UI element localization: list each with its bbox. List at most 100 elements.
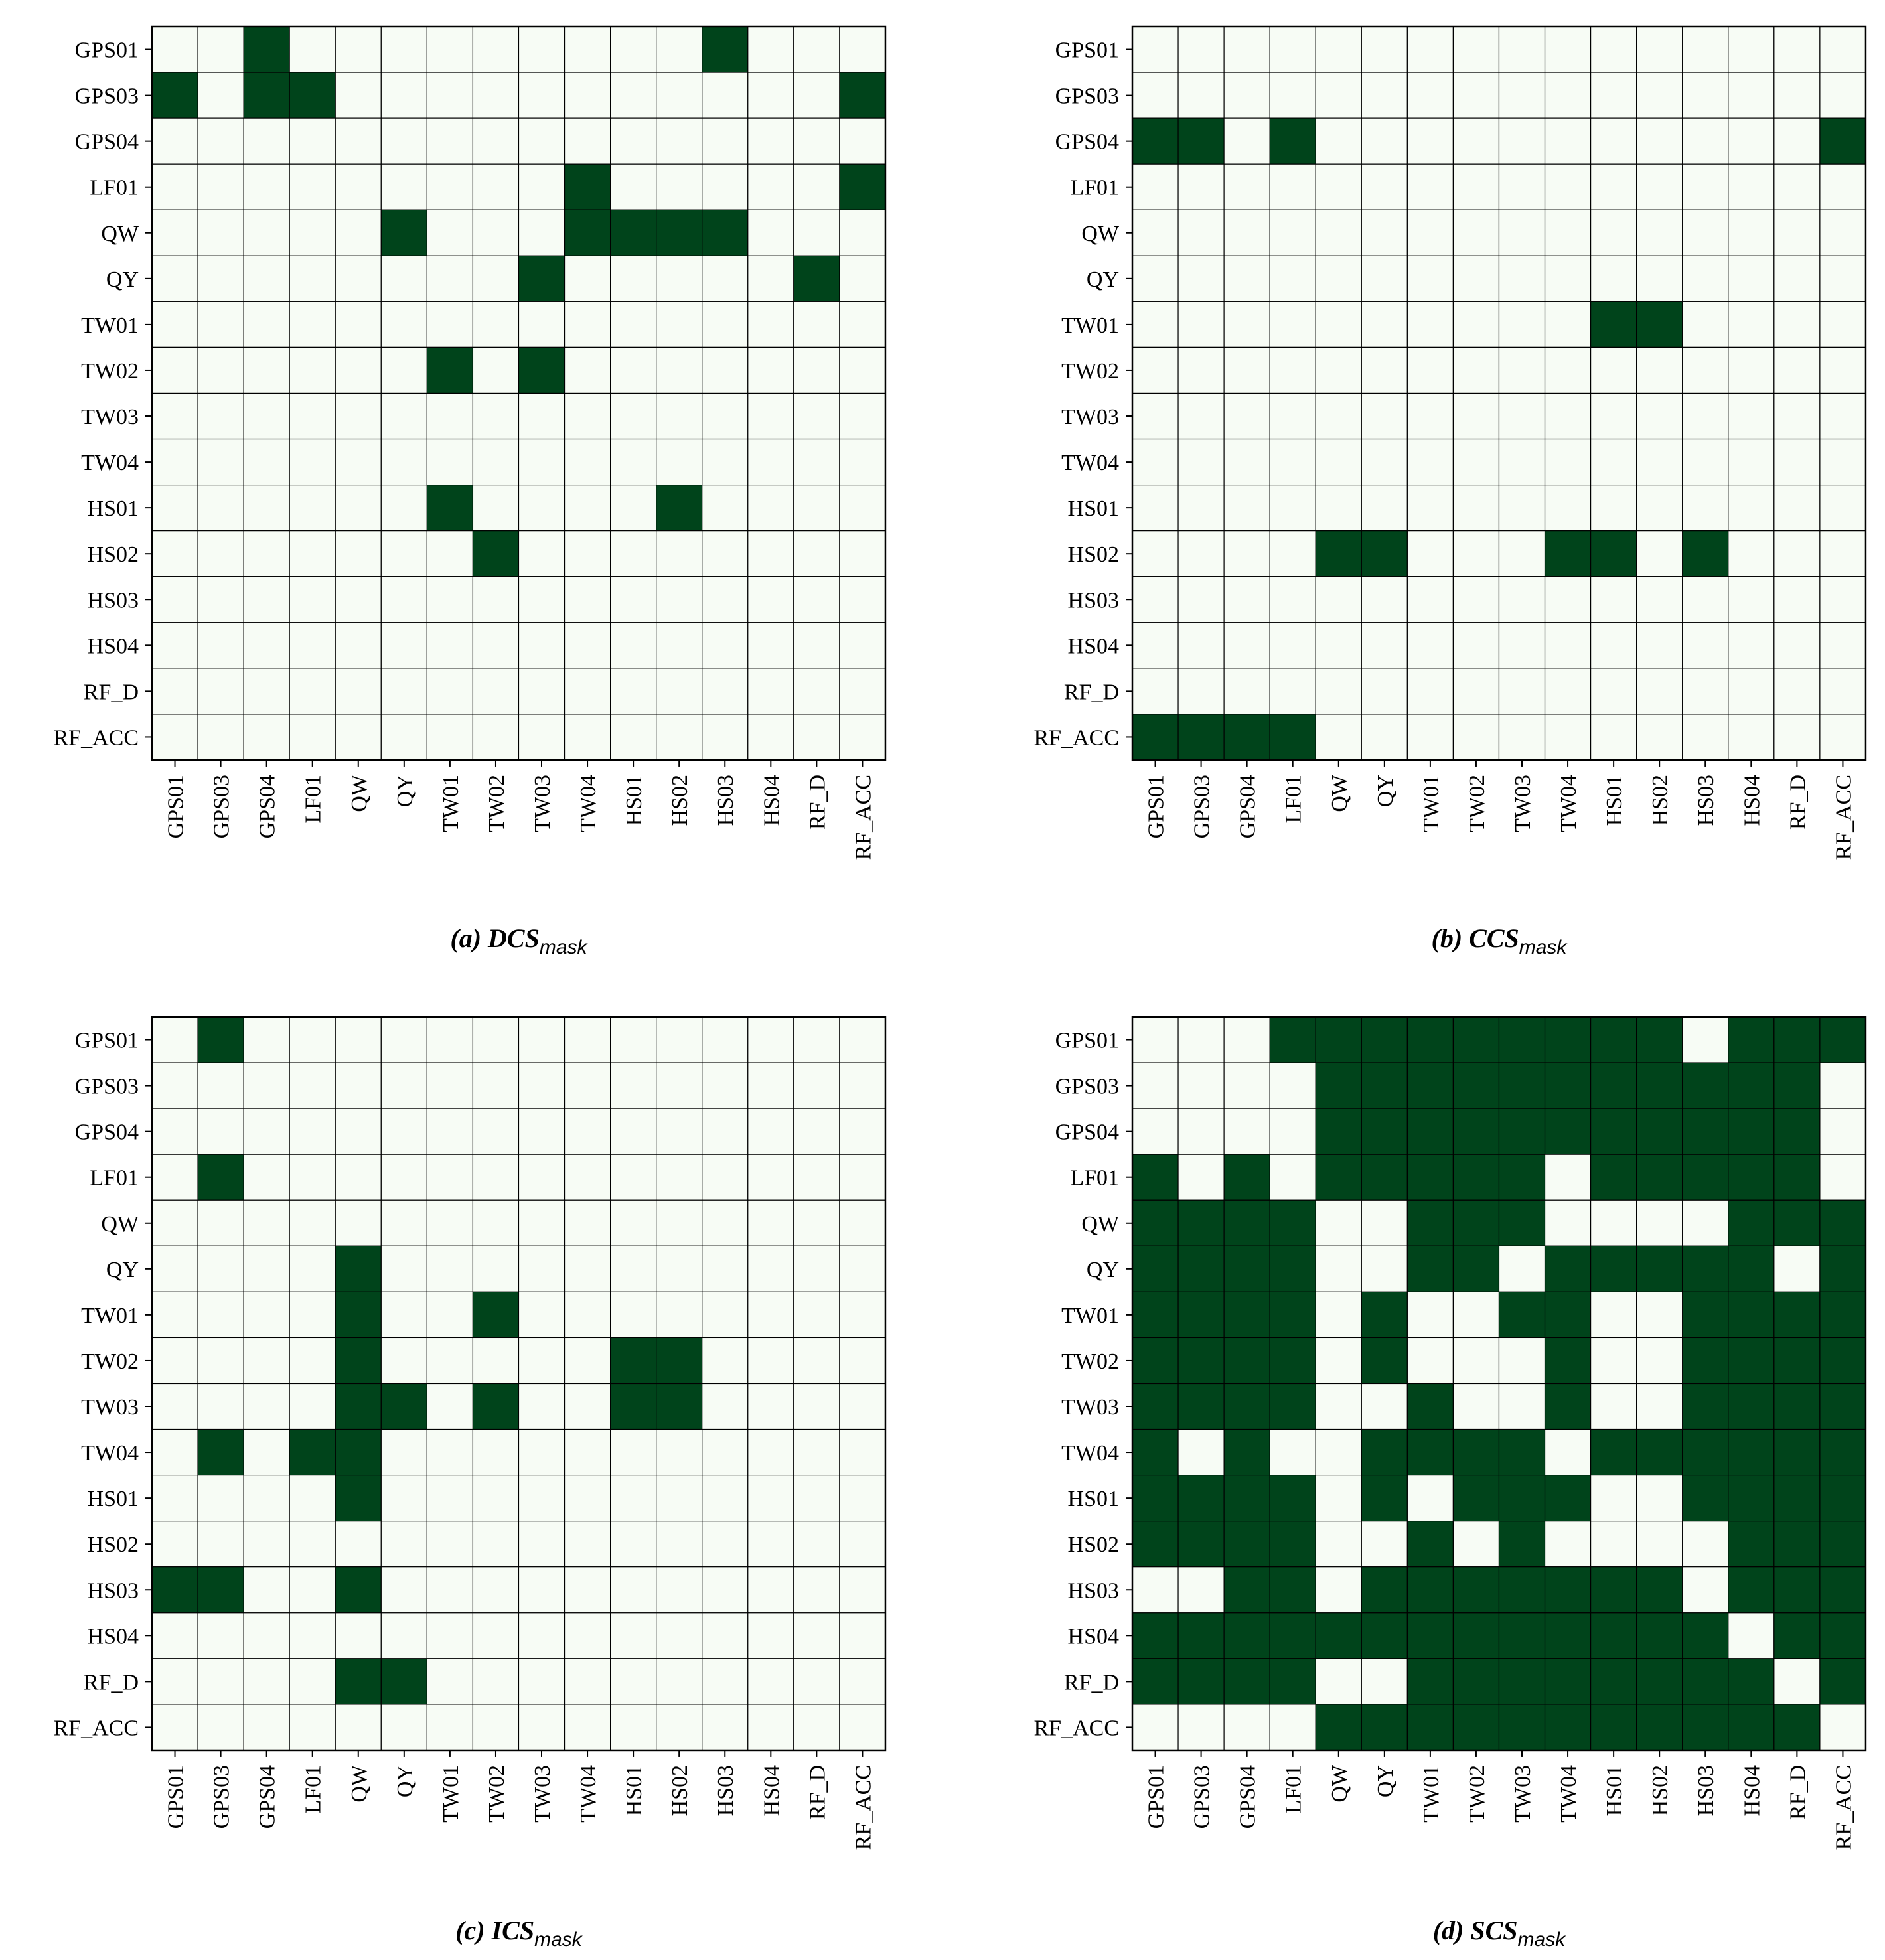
heatmap-cell-RF_ACC-TW01 <box>426 714 474 761</box>
heatmap-cell-RF_D-QY <box>380 1658 427 1705</box>
heatmap-cell-HS04-HS04 <box>747 1612 794 1659</box>
heatmap-cell-TW01-HS01 <box>609 1291 657 1339</box>
y-tick-label: HS01 <box>1068 496 1119 521</box>
heatmap-cell-TW02-TW04 <box>1544 1337 1592 1385</box>
heatmap-cell-HS03-RF_ACC <box>839 576 886 623</box>
heatmap-cell-TW01-TW02 <box>472 1291 520 1339</box>
y-tick-label: TW04 <box>81 1441 139 1466</box>
heatmap-cell-GPS04-HS02 <box>1636 1108 1683 1155</box>
heatmap-cell-GPS01-TW01 <box>1406 1016 1454 1063</box>
heatmap-cell-QW-GPS01 <box>1132 209 1179 256</box>
heatmap-cell-TW01-HS03 <box>1682 1291 1729 1339</box>
heatmap-cell-TW04-HS04 <box>747 438 794 486</box>
heatmap-cell-RF_D-TW04 <box>1544 668 1592 715</box>
heatmap-cell-HS01-HS03 <box>1682 1475 1729 1522</box>
heatmap-cell-LF01-HS04 <box>747 163 794 210</box>
heatmap-cell-TW01-GPS01 <box>1132 1291 1179 1339</box>
heatmap-cell-LF01-TW02 <box>472 1154 520 1201</box>
heatmap-cell-GPS01-GPS04 <box>243 1016 290 1063</box>
heatmap-cell-LF01-QW <box>1315 163 1362 210</box>
heatmap-cell-LF01-HS04 <box>747 1154 794 1201</box>
heatmap-cell-GPS03-GPS01 <box>1132 72 1179 119</box>
heatmap-cell-HS04-HS03 <box>1682 1612 1729 1659</box>
heatmap-cell-TW03-GPS04 <box>1223 392 1270 440</box>
heatmap-cell-HS03-HS03 <box>1682 1566 1729 1614</box>
heatmap-cell-HS03-GPS04 <box>243 576 290 623</box>
heatmap-cell-QW-TW01 <box>1406 1199 1454 1246</box>
heatmap-cell-GPS01-RF_ACC <box>1819 26 1866 73</box>
heatmap-cell-HS02-GPS01 <box>151 1521 198 1568</box>
heatmap-cell-QW-TW03 <box>1498 209 1546 256</box>
heatmap-cell-RF_D-RF_D <box>1773 1658 1821 1705</box>
heatmap-cell-TW01-HS02 <box>656 301 703 348</box>
heatmap-cell-GPS03-HS01 <box>1590 1062 1637 1109</box>
heatmap-cell-HS01-QY <box>1361 484 1408 532</box>
heatmap-cell-TW02-HS04 <box>747 346 794 394</box>
heatmap-cell-HS01-TW01 <box>426 484 474 532</box>
heatmap-cell-HS02-HS04 <box>747 530 794 577</box>
heatmap-cell-HS02-RF_ACC <box>1819 530 1866 577</box>
heatmap-cell-TW01-RF_ACC <box>839 301 886 348</box>
heatmap-cell-TW04-TW02 <box>472 438 520 486</box>
x-tick-label: QY <box>1373 775 1398 807</box>
heatmap-cell-LF01-QW <box>335 1154 382 1201</box>
heatmap-cell-RF_D-HS04 <box>747 668 794 715</box>
heatmap-cell-RF_D-GPS04 <box>1223 1658 1270 1705</box>
y-tick-label: RF_D <box>84 1670 139 1695</box>
heatmap-cell-LF01-QY <box>380 163 427 210</box>
heatmap-cell-GPS01-RF_D <box>793 1016 840 1063</box>
heatmap-cell-RF_D-HS02 <box>1636 668 1683 715</box>
heatmap-cell-TW04-GPS04 <box>1223 438 1270 486</box>
heatmap-cell-TW02-TW03 <box>1498 346 1546 394</box>
heatmap-cell-HS02-QY <box>380 530 427 577</box>
heatmap-cell-TW02-LF01 <box>289 346 336 394</box>
heatmap-cell-RF_ACC-HS04 <box>1728 714 1775 761</box>
heatmap-cell-GPS04-HS01 <box>609 117 657 165</box>
heatmap-cell-HS01-HS01 <box>609 1475 657 1522</box>
heatmap-cell-LF01-LF01 <box>289 1154 336 1201</box>
heatmap-cell-HS04-HS03 <box>1682 622 1729 669</box>
y-tick-label: TW01 <box>81 313 139 338</box>
heatmap-cell-QY-RF_ACC <box>839 1245 886 1292</box>
x-tick-label: RF_ACC <box>851 1765 875 1850</box>
heatmap-cell-GPS01-HS02 <box>1636 26 1683 73</box>
heatmap-cell-GPS01-HS03 <box>702 26 749 73</box>
x-axis: GPS01 GPS03 GPS04 LF01 QW QY TW01 TW02 TW03 TW04 H… <box>164 1750 875 1850</box>
heatmap-cell-TW01-QW <box>335 301 382 348</box>
y-tick-label: GPS03 <box>1055 1075 1119 1099</box>
heatmap-cell-HS03-HS01 <box>609 576 657 623</box>
heatmap-cell-TW02-TW04 <box>564 1337 611 1385</box>
heatmap-cell-TW01-TW03 <box>518 1291 566 1339</box>
heatmap-cell-TW03-TW03 <box>518 1383 566 1430</box>
heatmap-cell-LF01-RF_D <box>793 163 840 210</box>
heatmap-cell-LF01-TW02 <box>1452 1154 1500 1201</box>
heatmap-cell-GPS01-TW03 <box>518 26 566 73</box>
heatmap-cell-GPS01-QW <box>1315 1016 1362 1063</box>
heatmap-cell-TW02-LF01 <box>1269 1337 1316 1385</box>
heatmap-cell-TW01-TW04 <box>564 301 611 348</box>
heatmap-cell-HS01-RF_ACC <box>839 1475 886 1522</box>
heatmap-cell-QW-QW <box>335 209 382 256</box>
heatmap-cell-RF_ACC-HS01 <box>1590 1704 1637 1751</box>
heatmap-cell-TW03-TW03 <box>1498 392 1546 440</box>
heatmap-cell-RF_ACC-TW01 <box>1406 1704 1454 1751</box>
heatmap-cell-HS03-TW04 <box>564 576 611 623</box>
y-tick-label: TW03 <box>81 405 139 429</box>
heatmap-cell-GPS04-HS03 <box>1682 117 1729 165</box>
heatmap-cell-QW-LF01 <box>289 209 336 256</box>
heatmap-cell-RF_D-RF_D <box>1773 668 1821 715</box>
y-tick-label: TW03 <box>81 1395 139 1420</box>
heatmap-cell-GPS03-QY <box>380 72 427 119</box>
heatmap-cell-GPS01-HS04 <box>1728 1016 1775 1063</box>
heatmap-cell-RF_D-QW <box>335 668 382 715</box>
heatmap-cell-TW02-HS01 <box>609 346 657 394</box>
y-tick-label: TW01 <box>1061 1304 1119 1328</box>
heatmap-cell-GPS01-GPS03 <box>1177 1016 1225 1063</box>
heatmap-cell-GPS03-GPS03 <box>1177 1062 1225 1109</box>
heatmap-cell-TW04-LF01 <box>1269 438 1316 486</box>
heatmap-cell-LF01-GPS01 <box>1132 163 1179 210</box>
heatmap-cell-HS04-HS03 <box>702 1612 749 1659</box>
heatmap-cell-TW04-HS03 <box>702 438 749 486</box>
y-tick-label: HS04 <box>88 634 139 658</box>
heatmap-cell-QY-HS04 <box>747 1245 794 1292</box>
